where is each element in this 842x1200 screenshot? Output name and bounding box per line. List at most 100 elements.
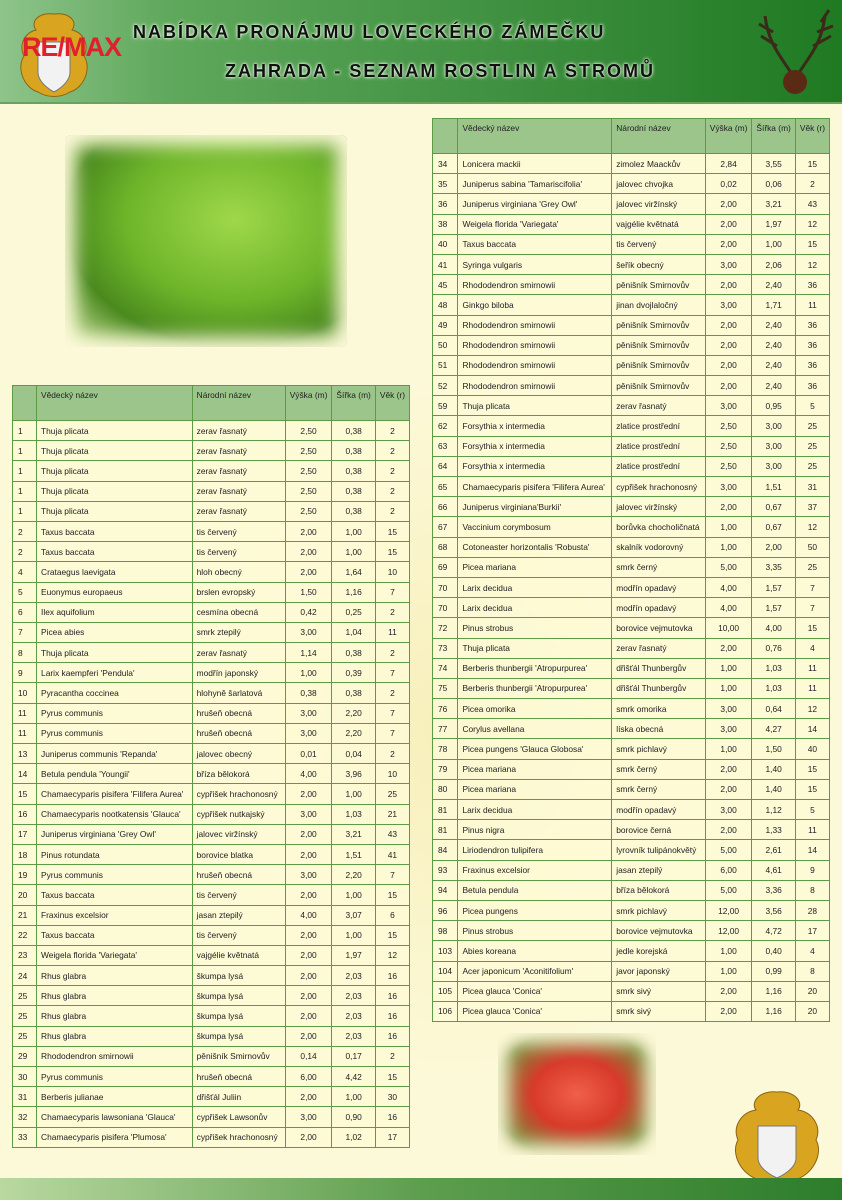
row-number: 106 bbox=[431, 1000, 459, 1023]
age: 7 bbox=[374, 581, 411, 603]
height: 5,00 bbox=[704, 556, 753, 578]
common-name: zerav řasnatý bbox=[191, 500, 286, 522]
age: 37 bbox=[794, 496, 831, 518]
age: 16 bbox=[374, 1025, 411, 1047]
common-name: hrušeň obecná bbox=[191, 864, 286, 886]
height: 2,00 bbox=[704, 233, 753, 255]
table-row: 1 Thuja plicata zerav řasnatý 2,50 0,38 2 bbox=[11, 480, 411, 502]
scientific-name: Picea glauca 'Conica' bbox=[457, 1000, 613, 1023]
row-number: 4 bbox=[11, 561, 38, 583]
row-number: 62 bbox=[431, 415, 459, 437]
scientific-name: Ilex aquifolium bbox=[36, 601, 193, 623]
table-row: 33 Chamaecyparis pisifera 'Plumosa' cypři… bbox=[11, 1126, 411, 1148]
row-number: 41 bbox=[431, 253, 459, 276]
common-name: cypřišek nutkajský bbox=[191, 803, 286, 825]
antlers-trophy-icon bbox=[758, 9, 834, 94]
height: 2,84 bbox=[704, 152, 753, 175]
width: 0,17 bbox=[331, 1045, 376, 1068]
age: 40 bbox=[794, 738, 831, 760]
width: 1,00 bbox=[331, 783, 376, 805]
age: 12 bbox=[794, 253, 831, 276]
scientific-name: Larix decidua bbox=[457, 798, 613, 821]
scientific-name: Picea mariana bbox=[457, 778, 613, 801]
column-header: Výška (m) bbox=[284, 385, 333, 421]
row-number: 48 bbox=[431, 294, 459, 316]
scientific-name: Berberis julianae bbox=[36, 1086, 193, 1108]
height: 2,00 bbox=[704, 354, 753, 377]
common-name: borovice černá bbox=[611, 819, 706, 841]
row-number: 74 bbox=[431, 657, 459, 679]
common-name: jalovec viržínský bbox=[611, 193, 706, 215]
common-name: cypřišek hrachonosný bbox=[191, 783, 286, 805]
common-name: jedle korejská bbox=[611, 940, 706, 962]
table-row: 25 Rhus glabra škumpa lysá 2,00 2,03 16 bbox=[11, 985, 411, 1007]
age: 10 bbox=[374, 561, 411, 583]
row-number: 1 bbox=[11, 500, 38, 522]
row-number: 14 bbox=[11, 763, 38, 785]
height: 0,42 bbox=[284, 601, 333, 623]
scientific-name: Betula pendula 'Youngii' bbox=[36, 763, 193, 785]
age: 50 bbox=[794, 536, 831, 558]
common-name: hrušeň obecná bbox=[191, 702, 286, 724]
height: 4,00 bbox=[704, 597, 753, 619]
scientific-name: Syringa vulgaris bbox=[457, 253, 613, 276]
row-number: 6 bbox=[11, 601, 38, 623]
row-number: 81 bbox=[431, 798, 459, 821]
age: 7 bbox=[374, 864, 411, 886]
scientific-name: Taxus baccata bbox=[36, 924, 193, 946]
scientific-name: Thuja plicata bbox=[457, 395, 613, 417]
table-row: 64 Forsythia x intermedia zlatice prostřed… bbox=[431, 455, 831, 478]
height: 5,00 bbox=[704, 839, 753, 861]
age: 12 bbox=[794, 213, 831, 235]
width: 1,00 bbox=[331, 1086, 376, 1108]
width: 3,56 bbox=[751, 899, 796, 922]
common-name: modřín opadavý bbox=[611, 576, 706, 599]
width: 3,07 bbox=[331, 904, 376, 926]
common-name: jinan dvojlaločný bbox=[611, 294, 706, 316]
height: 3,00 bbox=[284, 702, 333, 724]
height: 2,00 bbox=[284, 1126, 333, 1148]
height: 2,00 bbox=[284, 783, 333, 805]
scientific-name: Rhus glabra bbox=[36, 1005, 193, 1027]
age: 2 bbox=[374, 682, 411, 704]
table-row: 103 Abies koreana jedle korejská 1,00 0,40 4 bbox=[431, 940, 831, 962]
common-name: škumpa lysá bbox=[191, 985, 286, 1007]
height: 2,00 bbox=[284, 924, 333, 946]
width: 0,39 bbox=[331, 662, 376, 684]
table-row: 81 Larix decidua modřín opadavý 3,00 1,12 5 bbox=[431, 798, 831, 821]
scientific-name: Thuja plicata bbox=[36, 440, 193, 462]
width: 2,40 bbox=[751, 274, 796, 296]
height: 2,00 bbox=[704, 375, 753, 397]
width: 1,00 bbox=[331, 520, 376, 543]
age: 16 bbox=[374, 985, 411, 1007]
height: 3,00 bbox=[704, 698, 753, 720]
row-number: 34 bbox=[431, 152, 459, 175]
common-name: jalovec viržínský bbox=[611, 496, 706, 518]
width: 1,40 bbox=[751, 778, 796, 801]
table-row: 70 Larix decidua modřín opadavý 4,00 1,57 7 bbox=[431, 597, 831, 619]
row-number: 2 bbox=[11, 520, 38, 543]
row-number: 78 bbox=[431, 738, 459, 760]
height: 12,00 bbox=[704, 899, 753, 922]
row-number: 32 bbox=[11, 1106, 38, 1128]
row-number: 7 bbox=[11, 621, 38, 644]
scientific-name: Betula pendula bbox=[457, 879, 613, 901]
common-name: dřišťál Thunbergův bbox=[611, 677, 706, 700]
scientific-name: Acer japonicum 'Aconitifolium' bbox=[457, 960, 613, 982]
age: 5 bbox=[794, 395, 831, 417]
scientific-name: Rhododendron smirnowii bbox=[457, 274, 613, 296]
row-number: 73 bbox=[431, 637, 459, 659]
width: 1,16 bbox=[331, 581, 376, 603]
common-name: hrušeň obecná bbox=[191, 722, 286, 745]
scientific-name: Thuja plicata bbox=[36, 500, 193, 522]
height: 2,00 bbox=[704, 980, 753, 1002]
row-number: 31 bbox=[11, 1086, 38, 1108]
age: 6 bbox=[374, 904, 411, 926]
row-number: 98 bbox=[431, 920, 459, 942]
height: 2,00 bbox=[704, 274, 753, 296]
scientific-name: Taxus baccata bbox=[457, 233, 613, 255]
age: 17 bbox=[374, 1126, 411, 1148]
row-number: 16 bbox=[11, 803, 38, 825]
age: 7 bbox=[374, 702, 411, 724]
common-name: zimolez Maackův bbox=[611, 152, 706, 175]
